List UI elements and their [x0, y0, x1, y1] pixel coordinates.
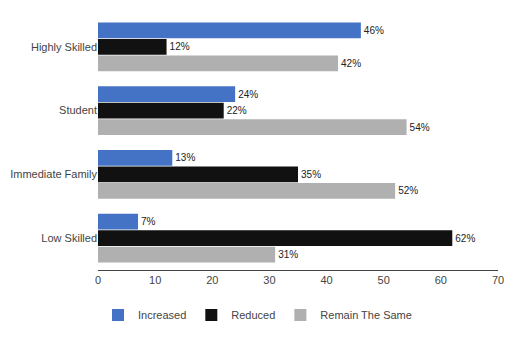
svg-text:70: 70 [492, 274, 504, 286]
svg-text:60: 60 [435, 274, 447, 286]
svg-text:22%: 22% [227, 105, 247, 116]
svg-text:62%: 62% [455, 233, 475, 244]
svg-text:7%: 7% [141, 216, 156, 227]
svg-text:24%: 24% [238, 89, 258, 100]
svg-text:54%: 54% [410, 122, 430, 133]
svg-text:Student: Student [59, 104, 97, 116]
svg-text:0: 0 [95, 274, 101, 286]
svg-text:Highly Skilled: Highly Skilled [31, 41, 97, 53]
svg-text:30: 30 [263, 274, 275, 286]
svg-text:42%: 42% [341, 58, 361, 69]
svg-text:50: 50 [378, 274, 390, 286]
svg-text:31%: 31% [278, 249, 298, 260]
svg-text:52%: 52% [398, 185, 418, 196]
svg-text:35%: 35% [301, 169, 321, 180]
svg-text:46%: 46% [364, 25, 384, 36]
svg-text:Remain The Same: Remain The Same [320, 309, 412, 321]
svg-text:20: 20 [206, 274, 218, 286]
svg-text:Reduced: Reduced [231, 309, 275, 321]
svg-text:10: 10 [149, 274, 161, 286]
svg-text:13%: 13% [175, 152, 195, 163]
svg-text:Immediate Family: Immediate Family [10, 168, 97, 180]
svg-text:40: 40 [320, 274, 332, 286]
svg-text:Increased: Increased [138, 309, 186, 321]
svg-text:Low Skilled: Low Skilled [41, 232, 97, 244]
svg-text:12%: 12% [170, 41, 190, 52]
